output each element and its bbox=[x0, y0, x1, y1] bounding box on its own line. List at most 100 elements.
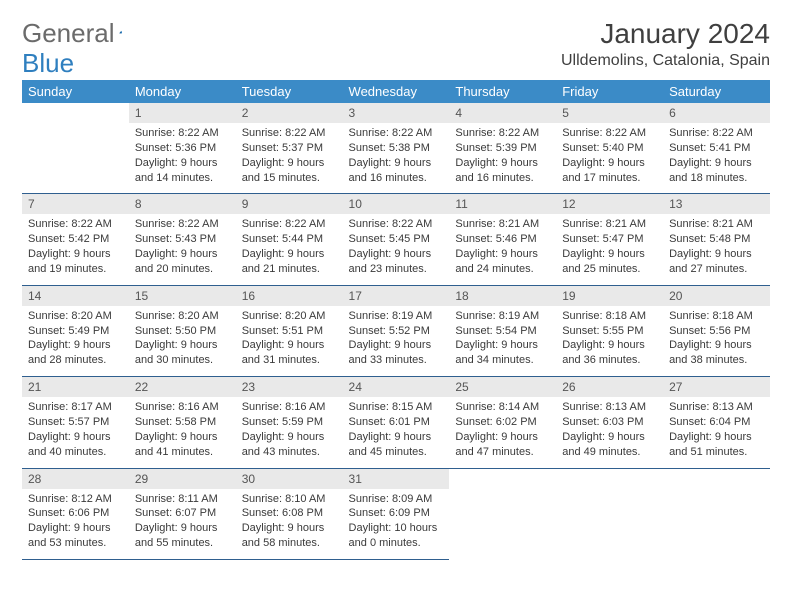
calendar-cell bbox=[449, 468, 556, 559]
calendar-cell: . bbox=[22, 103, 129, 194]
day-details: Sunrise: 8:12 AMSunset: 6:06 PMDaylight:… bbox=[22, 489, 129, 559]
calendar-cell: 21Sunrise: 8:17 AMSunset: 5:57 PMDayligh… bbox=[22, 377, 129, 468]
logo-text-gray: General bbox=[22, 18, 115, 49]
day-details: Sunrise: 8:17 AMSunset: 5:57 PMDaylight:… bbox=[22, 397, 129, 467]
calendar-cell bbox=[663, 468, 770, 559]
day-number: 3 bbox=[343, 103, 450, 123]
day-number: 24 bbox=[343, 377, 450, 397]
calendar-cell: 22Sunrise: 8:16 AMSunset: 5:58 PMDayligh… bbox=[129, 377, 236, 468]
day-details: Sunrise: 8:13 AMSunset: 6:04 PMDaylight:… bbox=[663, 397, 770, 467]
day-details: Sunrise: 8:18 AMSunset: 5:56 PMDaylight:… bbox=[663, 306, 770, 376]
calendar-cell: 13Sunrise: 8:21 AMSunset: 5:48 PMDayligh… bbox=[663, 194, 770, 285]
day-number: 31 bbox=[343, 469, 450, 489]
calendar-cell: 6Sunrise: 8:22 AMSunset: 5:41 PMDaylight… bbox=[663, 103, 770, 194]
day-number: 25 bbox=[449, 377, 556, 397]
day-number: 1 bbox=[129, 103, 236, 123]
calendar-cell: 16Sunrise: 8:20 AMSunset: 5:51 PMDayligh… bbox=[236, 285, 343, 376]
calendar-cell: 12Sunrise: 8:21 AMSunset: 5:47 PMDayligh… bbox=[556, 194, 663, 285]
day-number: 21 bbox=[22, 377, 129, 397]
day-number: 8 bbox=[129, 194, 236, 214]
day-number: 15 bbox=[129, 286, 236, 306]
day-details: Sunrise: 8:09 AMSunset: 6:09 PMDaylight:… bbox=[343, 489, 450, 559]
day-number: 14 bbox=[22, 286, 129, 306]
day-details: Sunrise: 8:22 AMSunset: 5:45 PMDaylight:… bbox=[343, 214, 450, 284]
day-details: Sunrise: 8:22 AMSunset: 5:36 PMDaylight:… bbox=[129, 123, 236, 193]
day-details: Sunrise: 8:10 AMSunset: 6:08 PMDaylight:… bbox=[236, 489, 343, 559]
day-details: Sunrise: 8:22 AMSunset: 5:37 PMDaylight:… bbox=[236, 123, 343, 193]
weekday-header: Saturday bbox=[663, 80, 770, 103]
weekday-header: Thursday bbox=[449, 80, 556, 103]
location: Ulldemolins, Catalonia, Spain bbox=[561, 52, 770, 70]
calendar-week-row: . 1Sunrise: 8:22 AMSunset: 5:36 PMDaylig… bbox=[22, 103, 770, 194]
day-number: 17 bbox=[343, 286, 450, 306]
calendar-cell: 14Sunrise: 8:20 AMSunset: 5:49 PMDayligh… bbox=[22, 285, 129, 376]
weekday-header: Monday bbox=[129, 80, 236, 103]
calendar-week-row: 14Sunrise: 8:20 AMSunset: 5:49 PMDayligh… bbox=[22, 285, 770, 376]
calendar-cell: 7Sunrise: 8:22 AMSunset: 5:42 PMDaylight… bbox=[22, 194, 129, 285]
weekday-header: Wednesday bbox=[343, 80, 450, 103]
day-number: 18 bbox=[449, 286, 556, 306]
day-details: Sunrise: 8:19 AMSunset: 5:54 PMDaylight:… bbox=[449, 306, 556, 376]
calendar-cell: 31Sunrise: 8:09 AMSunset: 6:09 PMDayligh… bbox=[343, 468, 450, 559]
weekday-header: Tuesday bbox=[236, 80, 343, 103]
calendar-cell: 29Sunrise: 8:11 AMSunset: 6:07 PMDayligh… bbox=[129, 468, 236, 559]
calendar-cell: 5Sunrise: 8:22 AMSunset: 5:40 PMDaylight… bbox=[556, 103, 663, 194]
day-number: 30 bbox=[236, 469, 343, 489]
day-details: Sunrise: 8:20 AMSunset: 5:50 PMDaylight:… bbox=[129, 306, 236, 376]
day-number: 28 bbox=[22, 469, 129, 489]
calendar-week-row: 28Sunrise: 8:12 AMSunset: 6:06 PMDayligh… bbox=[22, 468, 770, 559]
day-details: Sunrise: 8:13 AMSunset: 6:03 PMDaylight:… bbox=[556, 397, 663, 467]
day-details: Sunrise: 8:16 AMSunset: 5:59 PMDaylight:… bbox=[236, 397, 343, 467]
calendar-cell: 8Sunrise: 8:22 AMSunset: 5:43 PMDaylight… bbox=[129, 194, 236, 285]
calendar-table: Sunday Monday Tuesday Wednesday Thursday… bbox=[22, 80, 770, 560]
day-number: 22 bbox=[129, 377, 236, 397]
calendar-cell: 11Sunrise: 8:21 AMSunset: 5:46 PMDayligh… bbox=[449, 194, 556, 285]
day-number: 6 bbox=[663, 103, 770, 123]
day-details: Sunrise: 8:22 AMSunset: 5:40 PMDaylight:… bbox=[556, 123, 663, 193]
day-number: 29 bbox=[129, 469, 236, 489]
calendar-cell: 18Sunrise: 8:19 AMSunset: 5:54 PMDayligh… bbox=[449, 285, 556, 376]
day-number: 11 bbox=[449, 194, 556, 214]
day-details: Sunrise: 8:15 AMSunset: 6:01 PMDaylight:… bbox=[343, 397, 450, 467]
calendar-cell: 28Sunrise: 8:12 AMSunset: 6:06 PMDayligh… bbox=[22, 468, 129, 559]
calendar-cell: 25Sunrise: 8:14 AMSunset: 6:02 PMDayligh… bbox=[449, 377, 556, 468]
day-details: Sunrise: 8:21 AMSunset: 5:47 PMDaylight:… bbox=[556, 214, 663, 284]
day-number: 13 bbox=[663, 194, 770, 214]
calendar-cell: 15Sunrise: 8:20 AMSunset: 5:50 PMDayligh… bbox=[129, 285, 236, 376]
calendar-cell: 9Sunrise: 8:22 AMSunset: 5:44 PMDaylight… bbox=[236, 194, 343, 285]
calendar-week-row: 21Sunrise: 8:17 AMSunset: 5:57 PMDayligh… bbox=[22, 377, 770, 468]
day-details: Sunrise: 8:20 AMSunset: 5:49 PMDaylight:… bbox=[22, 306, 129, 376]
day-details: Sunrise: 8:16 AMSunset: 5:58 PMDaylight:… bbox=[129, 397, 236, 467]
calendar-cell: 2Sunrise: 8:22 AMSunset: 5:37 PMDaylight… bbox=[236, 103, 343, 194]
day-details: Sunrise: 8:14 AMSunset: 6:02 PMDaylight:… bbox=[449, 397, 556, 467]
day-details: Sunrise: 8:22 AMSunset: 5:41 PMDaylight:… bbox=[663, 123, 770, 193]
calendar-week-row: 7Sunrise: 8:22 AMSunset: 5:42 PMDaylight… bbox=[22, 194, 770, 285]
day-details: Sunrise: 8:22 AMSunset: 5:44 PMDaylight:… bbox=[236, 214, 343, 284]
day-number: 4 bbox=[449, 103, 556, 123]
calendar-cell: 19Sunrise: 8:18 AMSunset: 5:55 PMDayligh… bbox=[556, 285, 663, 376]
day-number: 12 bbox=[556, 194, 663, 214]
calendar-cell: 17Sunrise: 8:19 AMSunset: 5:52 PMDayligh… bbox=[343, 285, 450, 376]
day-number: 10 bbox=[343, 194, 450, 214]
weekday-header: Friday bbox=[556, 80, 663, 103]
day-details: Sunrise: 8:21 AMSunset: 5:48 PMDaylight:… bbox=[663, 214, 770, 284]
calendar-cell: 20Sunrise: 8:18 AMSunset: 5:56 PMDayligh… bbox=[663, 285, 770, 376]
day-number: 26 bbox=[556, 377, 663, 397]
calendar-cell: 3Sunrise: 8:22 AMSunset: 5:38 PMDaylight… bbox=[343, 103, 450, 194]
calendar-cell: 4Sunrise: 8:22 AMSunset: 5:39 PMDaylight… bbox=[449, 103, 556, 194]
calendar-cell bbox=[556, 468, 663, 559]
month-title: January 2024 bbox=[561, 18, 770, 50]
logo: General bbox=[22, 18, 145, 49]
day-details: Sunrise: 8:22 AMSunset: 5:43 PMDaylight:… bbox=[129, 214, 236, 284]
day-number: 2 bbox=[236, 103, 343, 123]
day-details: Sunrise: 8:21 AMSunset: 5:46 PMDaylight:… bbox=[449, 214, 556, 284]
day-details: Sunrise: 8:19 AMSunset: 5:52 PMDaylight:… bbox=[343, 306, 450, 376]
calendar-cell: 26Sunrise: 8:13 AMSunset: 6:03 PMDayligh… bbox=[556, 377, 663, 468]
day-details: Sunrise: 8:18 AMSunset: 5:55 PMDaylight:… bbox=[556, 306, 663, 376]
day-number: 27 bbox=[663, 377, 770, 397]
logo-sail-icon bbox=[119, 22, 123, 42]
day-number: 19 bbox=[556, 286, 663, 306]
day-number: 7 bbox=[22, 194, 129, 214]
day-details: Sunrise: 8:20 AMSunset: 5:51 PMDaylight:… bbox=[236, 306, 343, 376]
day-details: Sunrise: 8:22 AMSunset: 5:42 PMDaylight:… bbox=[22, 214, 129, 284]
